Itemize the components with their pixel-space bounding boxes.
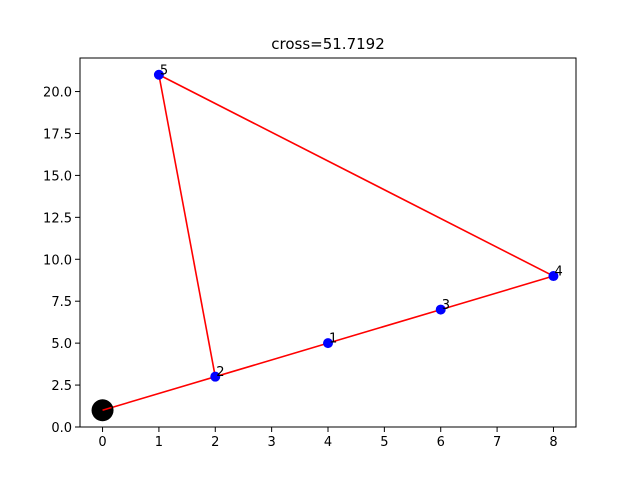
x-tick-label: 2 [211, 435, 219, 450]
data-point-label: 2 [216, 365, 224, 380]
y-tick-label: 15.0 [43, 169, 72, 184]
x-tick-label: 4 [324, 435, 332, 450]
y-tick-label: 0.0 [51, 421, 72, 436]
data-point [435, 304, 446, 315]
path-segment [327, 308, 441, 344]
data-point-label: 3 [442, 298, 450, 313]
path-segment [215, 342, 329, 378]
x-tick-label: 8 [549, 435, 557, 450]
data-point [548, 271, 559, 282]
x-tick-label: 3 [267, 435, 275, 450]
y-tick-label: 2.5 [51, 379, 72, 394]
x-tick-label: 6 [437, 435, 445, 450]
y-tick-label: 5.0 [51, 337, 72, 352]
path-segment [440, 275, 554, 311]
y-tick-label: 20.0 [43, 86, 72, 101]
path-segment [158, 74, 554, 277]
y-tick-label: 17.5 [43, 127, 72, 142]
data-point [323, 338, 333, 349]
path-segment [102, 375, 216, 411]
x-tick-label: 7 [493, 435, 501, 450]
x-tick-label: 1 [155, 435, 163, 450]
plot-area: 1 2 3 4 5 [91, 63, 563, 422]
y-tick-label: 12.5 [43, 211, 72, 226]
data-point-label: 4 [554, 265, 562, 280]
x-tick-label: 0 [98, 435, 106, 450]
chart-title: cross=51.7192 [271, 35, 385, 53]
data-point-label: 1 [329, 332, 337, 347]
path-segment-start-overlay [102, 406, 112, 411]
data-point [153, 69, 164, 80]
path-segment [158, 74, 217, 377]
y-tick-label: 10.0 [43, 253, 72, 268]
data-point-label: 5 [160, 63, 168, 78]
x-tick-label: 5 [380, 435, 388, 450]
data-point [210, 371, 221, 382]
y-tick-label: 7.5 [51, 295, 72, 310]
